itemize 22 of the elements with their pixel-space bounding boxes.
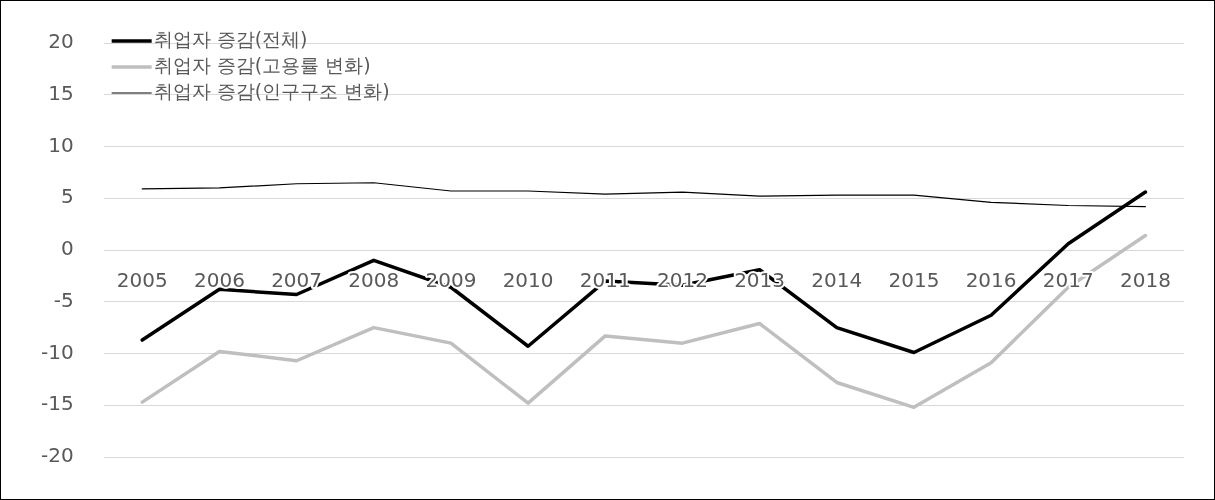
y-tick-label: -15 [40, 391, 74, 416]
x-tick-label: 2010 [502, 268, 554, 293]
x-tick-label: 2015 [888, 268, 940, 293]
x-tick-label: 2008 [348, 268, 400, 293]
x-tick-label: 2017 [1042, 268, 1094, 293]
x-tick-label: 2018 [1119, 268, 1171, 293]
legend-label: 취업자 증감(인구구조 변화) [153, 79, 390, 102]
y-tick-label: -20 [40, 443, 74, 468]
legend-label: 취업자 증감(고용률 변화) [153, 53, 371, 76]
y-tick-label: 10 [48, 132, 74, 157]
y-tick-label: 5 [60, 184, 74, 209]
y-tick-label: 15 [48, 80, 74, 105]
x-tick-label: 2014 [811, 268, 863, 293]
x-tick-label: 2006 [193, 268, 245, 293]
x-tick-label: 2005 [116, 268, 168, 293]
x-tick-label: 2007 [271, 268, 323, 293]
x-tick-label: 2016 [965, 268, 1017, 293]
y-tick-label: -10 [40, 339, 74, 364]
legend-label: 취업자 증감(전체) [153, 27, 308, 50]
y-tick-label: -5 [53, 287, 74, 312]
y-tick-label: 20 [48, 29, 74, 54]
y-tick-label: 0 [60, 236, 74, 261]
